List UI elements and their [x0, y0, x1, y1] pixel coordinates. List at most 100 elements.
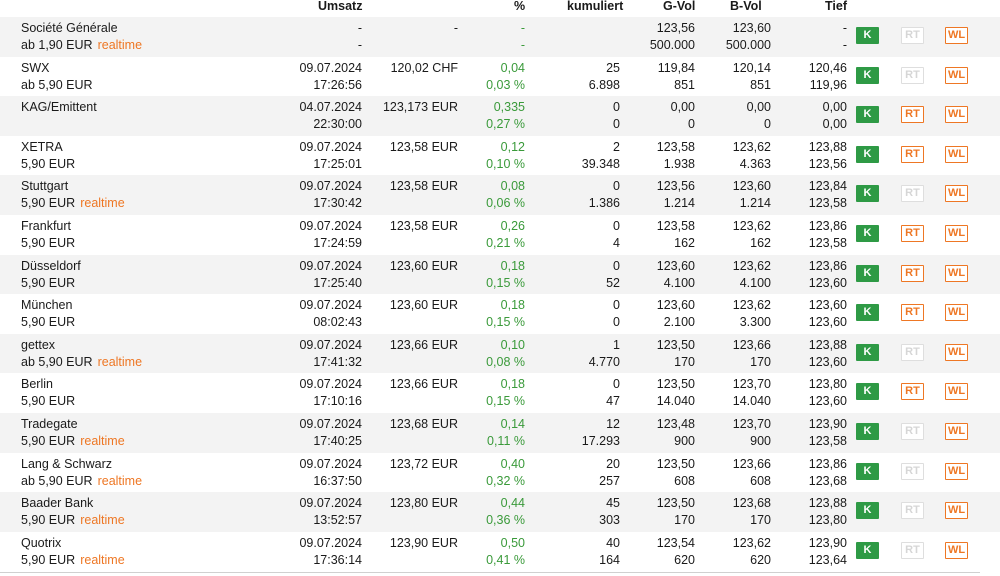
wl-button[interactable]: WL: [945, 462, 968, 480]
exchange-name[interactable]: KAG/Emittent: [21, 100, 97, 115]
header-kumuliert[interactable]: kumuliert: [567, 0, 624, 13]
header-tief[interactable]: Tief: [825, 0, 847, 13]
rt-button[interactable]: RT: [901, 502, 924, 520]
exchange-name[interactable]: Düsseldorf: [21, 258, 81, 273]
bvol-top-cell: 123,68: [732, 496, 771, 511]
kumuliert-bottom-cell: 39.348: [581, 156, 620, 171]
bvol-top-cell: 120,14: [732, 60, 771, 75]
bvol-top-cell: 123,70: [732, 416, 771, 431]
gvol-top-cell: 123,50: [656, 337, 695, 352]
exchange-name[interactable]: Stuttgart: [21, 179, 69, 194]
price-cell: 123,58 EUR: [389, 218, 458, 233]
fee-text: ab 5,90 EUR: [21, 473, 93, 488]
rt-button[interactable]: RT: [901, 224, 924, 242]
exchange-name[interactable]: gettex: [21, 337, 56, 352]
kumuliert-bottom-cell: 52: [606, 275, 620, 290]
k-button[interactable]: K: [856, 185, 879, 203]
rt-button[interactable]: RT: [901, 462, 924, 480]
tief-bottom-cell: 123,56: [808, 156, 847, 171]
k-button[interactable]: K: [856, 304, 879, 322]
header-percent[interactable]: %: [514, 0, 526, 13]
k-button[interactable]: K: [856, 106, 879, 124]
header-umsatz[interactable]: Umsatz: [318, 0, 363, 13]
price-cell: 123,58 EUR: [389, 139, 458, 154]
date-cell: 09.07.2024: [299, 218, 362, 233]
tief-top-cell: 123,84: [808, 179, 847, 194]
realtime-label: realtime: [97, 354, 143, 369]
change-percent-cell: 0,36 %: [486, 513, 525, 528]
rt-button[interactable]: RT: [901, 264, 924, 282]
k-button[interactable]: K: [856, 145, 879, 163]
kumuliert-bottom-cell: 257: [599, 473, 620, 488]
exchange-name[interactable]: Tradegate: [21, 416, 78, 431]
bvol-bottom-cell: 4.363: [739, 156, 771, 171]
change-cell: -: [520, 21, 525, 35]
k-button[interactable]: K: [856, 264, 879, 282]
change-cell: 0,08: [500, 179, 525, 194]
wl-button[interactable]: WL: [945, 185, 968, 203]
exchange-name[interactable]: Société Générale: [21, 21, 118, 35]
k-button[interactable]: K: [856, 224, 879, 242]
exchange-name[interactable]: Quotrix: [21, 535, 62, 550]
date-cell: 09.07.2024: [299, 337, 362, 352]
rt-button[interactable]: RT: [901, 541, 924, 559]
change-cell: 0,335: [493, 100, 525, 115]
wl-button[interactable]: WL: [945, 343, 968, 361]
header-gvol[interactable]: G-Vol: [663, 0, 696, 13]
wl-button[interactable]: WL: [945, 422, 968, 440]
rt-button[interactable]: RT: [901, 422, 924, 440]
wl-button[interactable]: WL: [945, 264, 968, 282]
date-cell: 09.07.2024: [299, 496, 362, 511]
rt-button[interactable]: RT: [901, 106, 924, 124]
wl-button[interactable]: WL: [945, 27, 968, 44]
wl-button[interactable]: WL: [945, 145, 968, 163]
wl-button[interactable]: WL: [945, 383, 968, 401]
time-cell: 17:25:40: [313, 275, 362, 290]
time-cell: 17:41:32: [313, 354, 362, 369]
wl-button[interactable]: WL: [945, 541, 968, 559]
wl-button[interactable]: WL: [945, 106, 968, 124]
wl-button[interactable]: WL: [945, 304, 968, 322]
exchange-name[interactable]: XETRA: [21, 139, 63, 154]
change-cell: 0,26: [500, 218, 525, 233]
exchange-name[interactable]: Baader Bank: [21, 496, 94, 511]
wl-button[interactable]: WL: [945, 66, 968, 84]
price-cell: 123,60 EUR: [389, 298, 458, 313]
k-button[interactable]: K: [856, 66, 879, 84]
header-bvol[interactable]: B-Vol: [730, 0, 762, 13]
exchange-name[interactable]: Berlin: [21, 377, 53, 392]
k-button[interactable]: K: [856, 383, 879, 401]
fee-text: 5,90 EUR: [21, 315, 76, 330]
change-cell: 0,44: [500, 496, 525, 511]
table-bottom-divider: [0, 572, 980, 573]
tief-top-cell: 123,80: [808, 377, 847, 392]
date-cell: 09.07.2024: [299, 377, 362, 392]
exchange-name[interactable]: München: [21, 298, 73, 313]
rt-button[interactable]: RT: [901, 27, 924, 44]
exchange-name[interactable]: SWX: [21, 60, 50, 75]
rt-button[interactable]: RT: [901, 343, 924, 361]
wl-button[interactable]: WL: [945, 224, 968, 242]
time-cell: 16:37:50: [313, 473, 362, 488]
rt-button[interactable]: RT: [901, 66, 924, 84]
change-cell: 0,04: [500, 60, 525, 75]
exchange-name[interactable]: Frankfurt: [21, 218, 72, 233]
rt-button[interactable]: RT: [901, 304, 924, 322]
k-button[interactable]: K: [856, 27, 879, 44]
k-button[interactable]: K: [856, 541, 879, 559]
rt-button[interactable]: RT: [901, 145, 924, 163]
fee-cell: ab 5,90 EUR realtime: [21, 354, 142, 370]
change-cell: 0,40: [500, 456, 525, 471]
k-button[interactable]: K: [856, 502, 879, 520]
k-button[interactable]: K: [856, 462, 879, 480]
k-button[interactable]: K: [856, 422, 879, 440]
wl-button[interactable]: WL: [945, 502, 968, 520]
table-row: Tradegate 5,90 EUR realtime 09.07.2024 17…: [0, 412, 1000, 453]
rt-button[interactable]: RT: [901, 383, 924, 401]
exchange-name[interactable]: Lang & Schwarz: [21, 456, 113, 471]
rt-button[interactable]: RT: [901, 185, 924, 203]
fee-cell: 5,90 EUR realtime: [21, 195, 125, 211]
tief-bottom-cell: 123,60: [808, 354, 847, 369]
k-button[interactable]: K: [856, 343, 879, 361]
kumuliert-bottom-cell: 1.386: [588, 196, 620, 211]
